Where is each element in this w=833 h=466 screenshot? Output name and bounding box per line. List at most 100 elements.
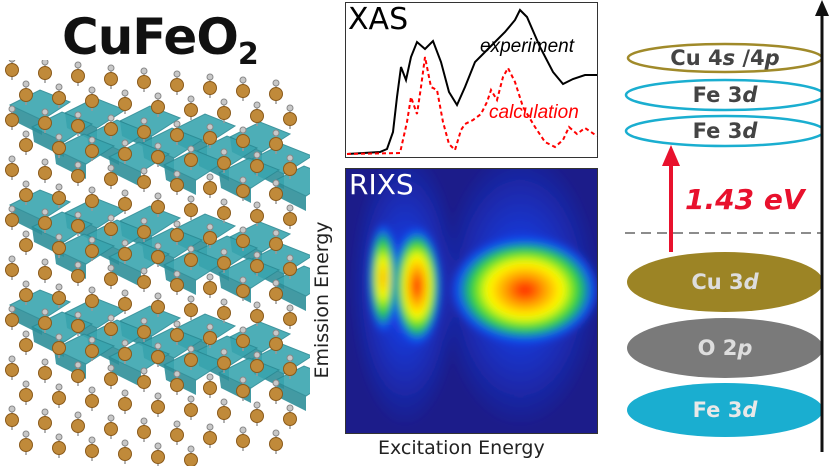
xas-frame xyxy=(345,2,598,158)
cu-atom xyxy=(269,387,283,401)
cu-atom xyxy=(52,291,66,305)
cu-atom xyxy=(236,284,250,298)
o-atom xyxy=(140,417,148,425)
o-atom xyxy=(154,92,162,100)
o-atom xyxy=(8,355,16,363)
cu-atom xyxy=(151,400,165,414)
o-atom xyxy=(41,308,49,316)
o-atom xyxy=(272,329,280,337)
cu-atom xyxy=(184,403,198,417)
feo6-octahedron-side xyxy=(274,381,306,411)
cu-atom xyxy=(19,138,33,152)
feo6-octahedron-side xyxy=(274,281,306,311)
energy-level-diagram xyxy=(624,0,829,452)
o-atom xyxy=(121,239,129,247)
cu-atom xyxy=(52,241,66,255)
o-atom xyxy=(8,255,16,263)
cu-atom xyxy=(184,453,198,466)
cu-atom xyxy=(137,375,151,389)
o-atom xyxy=(239,126,247,134)
cu-atom xyxy=(151,250,165,264)
o-atom xyxy=(286,304,294,312)
o-atom xyxy=(41,358,49,366)
calculation-label: calculation xyxy=(489,102,579,123)
o-atom xyxy=(22,80,30,88)
o-atom xyxy=(41,158,49,166)
cu-atom xyxy=(236,234,250,248)
o-atom xyxy=(239,176,247,184)
cu-atom xyxy=(236,84,250,98)
cu-atom xyxy=(85,94,99,108)
cu-atom xyxy=(137,275,151,289)
cu-atom xyxy=(104,172,118,186)
o-atom xyxy=(239,326,247,334)
cu-atom xyxy=(118,147,132,161)
cu-atom xyxy=(184,253,198,267)
o-atom xyxy=(173,120,181,128)
cu-atom xyxy=(85,394,99,408)
cu-atom xyxy=(71,219,85,233)
energy-axis-arrowhead-icon xyxy=(815,0,829,16)
o-atom xyxy=(55,133,63,141)
cu-atom xyxy=(236,134,250,148)
o-atom xyxy=(187,295,195,303)
o-atom xyxy=(41,60,49,66)
cu-atom xyxy=(85,444,99,458)
cu-atom xyxy=(85,294,99,308)
cu-atom xyxy=(250,309,264,323)
o-atom xyxy=(8,305,16,313)
cu-atom xyxy=(118,297,132,311)
cu-atom xyxy=(38,116,52,130)
cu-atom xyxy=(137,225,151,239)
cu-atom xyxy=(5,213,19,227)
o-atom xyxy=(88,86,96,94)
cu-atom xyxy=(137,125,151,139)
cu-atom xyxy=(52,391,66,405)
o-atom xyxy=(154,192,162,200)
o-atom xyxy=(55,433,63,441)
o-atom xyxy=(22,280,30,288)
o-atom xyxy=(55,233,63,241)
o-atom xyxy=(253,351,261,359)
o-atom xyxy=(140,317,148,325)
cu-atom xyxy=(19,388,33,402)
o-atom xyxy=(107,414,115,422)
fe-3d-occupied-level xyxy=(627,383,822,437)
o-atom xyxy=(8,405,16,413)
cu-atom xyxy=(184,103,198,117)
cu-atom xyxy=(269,137,283,151)
cu-3d-level xyxy=(627,252,822,312)
cu-atom xyxy=(71,169,85,183)
o-atom xyxy=(22,430,30,438)
o-atom xyxy=(74,261,82,269)
o-atom xyxy=(88,136,96,144)
level-label: Fe 3d xyxy=(692,83,758,107)
o-atom xyxy=(173,70,181,78)
o-atom xyxy=(121,139,129,147)
cu-atom xyxy=(19,88,33,102)
cu-atom xyxy=(269,237,283,251)
o-atom xyxy=(107,64,115,72)
feo6-octahedron xyxy=(52,133,116,165)
o-atom xyxy=(206,423,214,431)
cu-atom xyxy=(203,81,217,95)
o-atom xyxy=(206,273,214,281)
o-atom xyxy=(74,61,82,69)
o-atom xyxy=(187,445,195,453)
o-atom xyxy=(173,270,181,278)
o-atom xyxy=(88,386,96,394)
o-atom xyxy=(253,151,261,159)
cu-atom xyxy=(250,209,264,223)
cu-atom xyxy=(38,66,52,80)
compound-title: CuFeO2 xyxy=(62,8,259,72)
level-label: Cu 4s /4p xyxy=(670,46,780,70)
cu-atom xyxy=(217,156,231,170)
cu-atom xyxy=(52,191,66,205)
o-atom xyxy=(286,104,294,112)
o-atom xyxy=(88,336,96,344)
o-atom xyxy=(220,298,228,306)
cu-atom xyxy=(118,447,132,461)
o-atom xyxy=(121,89,129,97)
o-atom xyxy=(140,367,148,375)
